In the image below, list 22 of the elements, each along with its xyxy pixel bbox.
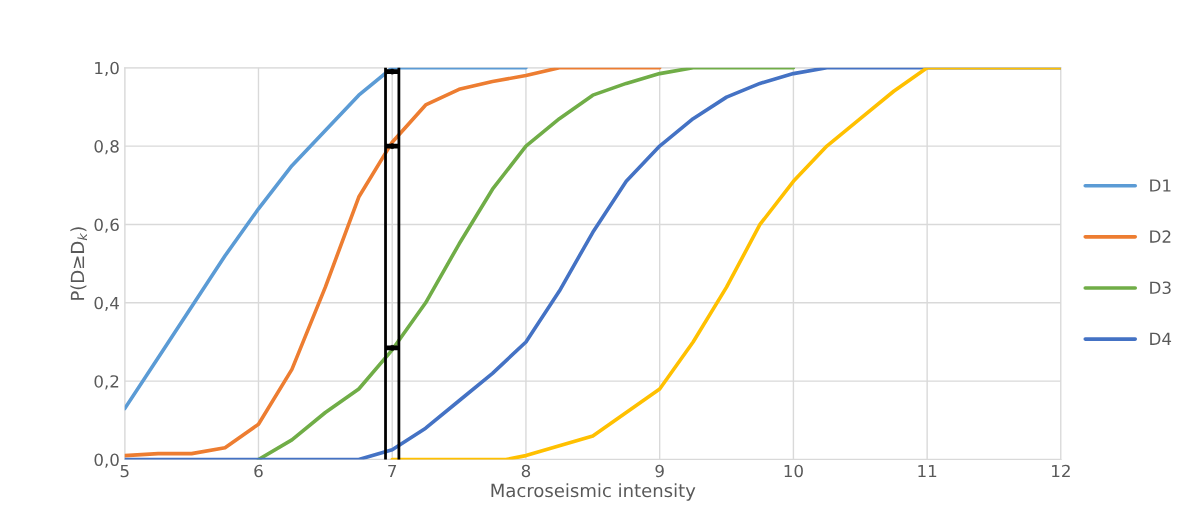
y-tick-label: 0,4	[94, 296, 119, 312]
x-tick-label: 6	[254, 464, 263, 478]
x-tick-label: 9	[655, 464, 664, 478]
x-tick-label: 11	[918, 464, 937, 478]
line-series	[256, 67, 796, 460]
x-axis-title: Macroseismic intensity	[491, 483, 696, 501]
legend-label: D1	[1150, 179, 1171, 192]
line-series	[124, 67, 528, 411]
x-tick-label: 7	[388, 464, 397, 478]
x-tick-label: 5	[120, 464, 129, 478]
y-tick-label: 0,6	[94, 218, 119, 233]
y-tick-label: 0,0	[94, 453, 119, 468]
y-axis-title: P(D≥D$_{k}$)	[70, 227, 87, 300]
x-tick-label: 8	[521, 464, 531, 478]
y-tick-label: 1,0	[95, 61, 119, 76]
legend-label: D2	[1150, 230, 1171, 243]
y-tick-label: 0,8	[94, 140, 119, 155]
y-tick-label: 0,2	[94, 375, 119, 390]
legend-label: D3	[1150, 281, 1171, 295]
x-tick-label: 12	[1052, 464, 1070, 478]
x-tick-label: 10	[784, 464, 803, 478]
legend-label: D4	[1150, 332, 1172, 345]
